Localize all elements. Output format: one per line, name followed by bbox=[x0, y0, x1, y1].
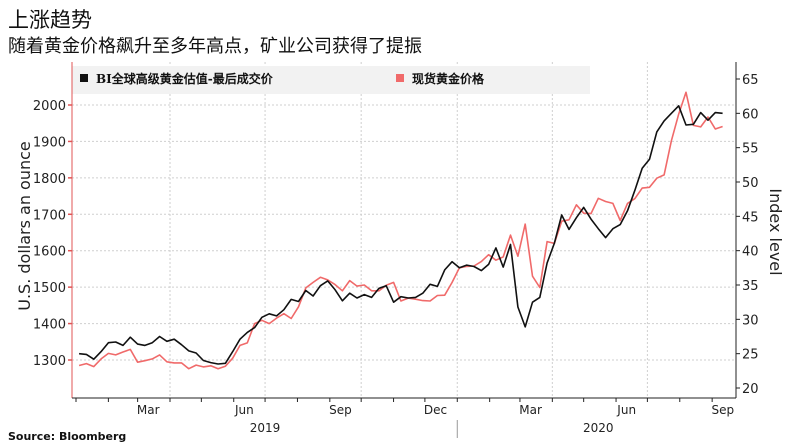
left-axis-tick: 1800 bbox=[33, 172, 66, 187]
x-axis-year: 2019 bbox=[250, 421, 281, 435]
left-axis-label: U.S. dollars an ounce bbox=[15, 141, 34, 311]
left-axis-tick: 1600 bbox=[33, 245, 66, 260]
left-axis-tick: 2000 bbox=[33, 99, 66, 114]
bi-index-line bbox=[79, 105, 723, 365]
left-axis-tick: 1300 bbox=[33, 354, 66, 369]
right-axis-tick: 40 bbox=[742, 245, 759, 260]
x-axis-tick: Sep bbox=[329, 403, 352, 417]
right-axis-label: Index level bbox=[766, 188, 785, 275]
legend-swatch-bi-index bbox=[80, 74, 88, 82]
right-axis-tick: 35 bbox=[742, 279, 759, 294]
right-axis-tick: 65 bbox=[742, 73, 759, 88]
gridlines bbox=[72, 62, 736, 399]
chart-title: 上涨趋势 bbox=[8, 8, 92, 32]
axes: 1300 1400 1500 1600 1700 1800 1900 2000 20 25 30 35… bbox=[33, 62, 759, 438]
legend-label-bi-index: BI全球高级黄金估值-最后成交价 bbox=[96, 71, 274, 86]
right-axis-tick: 45 bbox=[742, 210, 759, 225]
x-axis-tick: Jun bbox=[234, 403, 254, 417]
x-axis-tick: Sep bbox=[711, 403, 734, 417]
chart-subtitle: 随着黄金价格飙升至多年高点，矿业公司获得了提振 bbox=[8, 36, 422, 57]
x-axis-year: 2020 bbox=[583, 421, 614, 435]
left-axis-tick: 1900 bbox=[33, 135, 66, 150]
legend-label-spot-gold: 现货黄金价格 bbox=[412, 71, 485, 86]
spot-gold-line bbox=[78, 91, 723, 370]
left-axis-tick: 1400 bbox=[33, 318, 66, 333]
right-axis-tick: 25 bbox=[742, 348, 759, 363]
source-note: Source: Bloomberg bbox=[8, 430, 127, 443]
right-axis-tick: 60 bbox=[742, 107, 759, 122]
right-axis-tick: 20 bbox=[742, 382, 759, 397]
left-axis-tick: 1500 bbox=[33, 281, 66, 296]
x-axis-tick: Mar bbox=[137, 403, 160, 417]
x-axis-tick: Mar bbox=[519, 403, 542, 417]
right-axis-tick: 30 bbox=[742, 313, 759, 328]
x-axis-tick: Jun bbox=[616, 403, 636, 417]
x-axis-tick: Dec bbox=[424, 403, 447, 417]
legend-swatch-spot-gold bbox=[396, 74, 404, 82]
left-axis-tick: 1700 bbox=[33, 208, 66, 223]
legend: BI全球高级黄金估值-最后成交价 现货黄金价格 bbox=[72, 66, 590, 94]
right-axis-tick: 55 bbox=[742, 142, 759, 157]
right-axis-tick: 50 bbox=[742, 176, 759, 191]
